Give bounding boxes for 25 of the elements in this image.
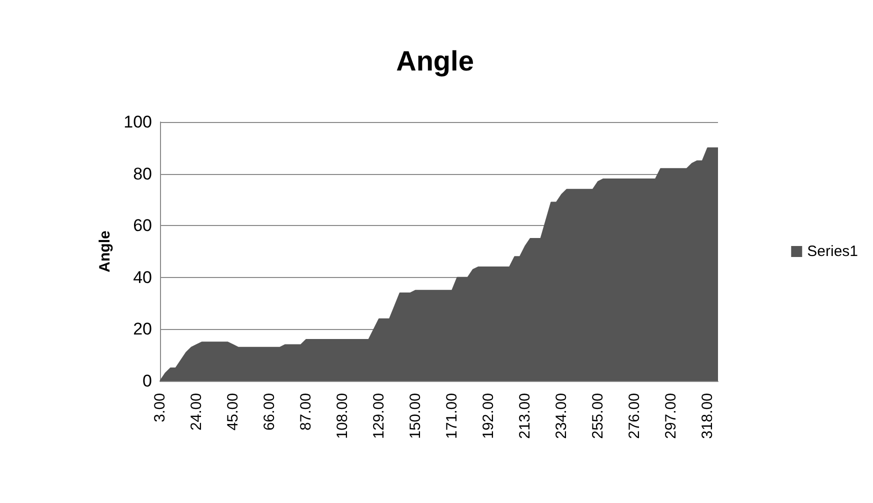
x-tick-label: 150.00 [407, 393, 424, 439]
chart-title: Angle [396, 46, 474, 76]
y-tick-label: 0 [142, 372, 152, 390]
x-tick-label: 318.00 [699, 393, 716, 439]
x-tick-label: 297.00 [662, 393, 680, 439]
x-tick-label: 3.00 [152, 393, 168, 422]
x-tick-label: 276.00 [626, 393, 644, 439]
x-tick-label: 171.00 [444, 393, 461, 439]
x-tick-label: 192.00 [480, 393, 498, 439]
x-tick-label: 213.00 [516, 393, 534, 439]
x-tick-label: 24.00 [188, 393, 206, 431]
x-tick-label: 87.00 [298, 393, 315, 431]
x-tick-label: 129.00 [370, 393, 388, 439]
x-tick-label: 234.00 [553, 393, 570, 439]
y-tick-label: 80 [133, 164, 152, 184]
legend-label: Series1 [807, 243, 858, 260]
y-tick-label: 20 [133, 320, 152, 339]
x-tick-label: 45.00 [224, 393, 242, 431]
x-tick-label: 108.00 [334, 393, 352, 439]
y-tick-label: 60 [133, 216, 152, 236]
x-tick-label: 255.00 [590, 393, 607, 439]
y-tick-label: 40 [133, 268, 152, 287]
y-tick-label: 100 [124, 112, 152, 132]
y-axis-title: Angle [96, 230, 114, 272]
x-tick-label: 66.00 [261, 393, 278, 431]
